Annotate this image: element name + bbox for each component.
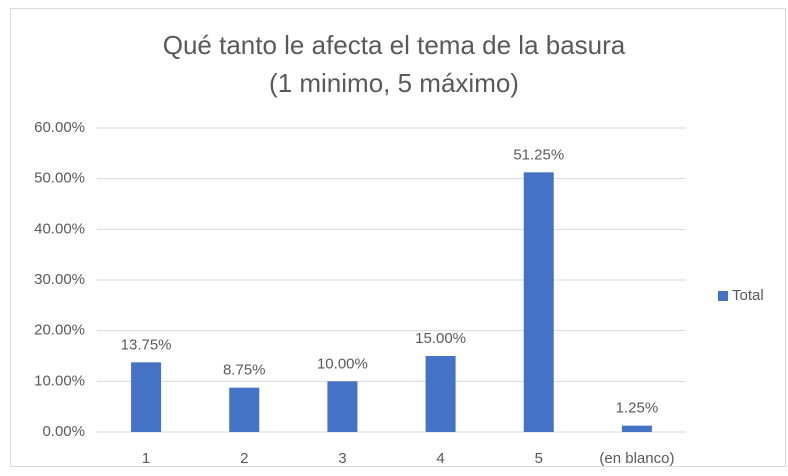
bar [131,362,162,432]
legend-label: Total [732,287,764,304]
bar [229,387,260,432]
legend-swatch [718,291,728,301]
x-tick-label: 1 [142,450,150,467]
x-tick-label: (en blanco) [599,450,674,467]
x-tick-label: 3 [338,450,346,467]
y-tick-label: 20.00% [34,322,85,339]
y-tick-label: 0.00% [42,423,85,440]
x-tick-label: 4 [436,450,444,467]
bar [425,356,456,432]
chart-title: Qué tanto le afecta el tema de la basura… [162,30,626,98]
x-tick-label: 5 [535,450,543,467]
data-label: 10.00% [317,355,368,372]
data-label: 1.25% [616,400,659,417]
data-label: 8.75% [223,362,266,379]
y-tick-label: 10.00% [34,372,85,389]
x-tick-label: 2 [240,450,248,467]
data-label: 15.00% [415,330,466,347]
y-tick-label: 60.00% [34,119,85,136]
data-label: 13.75% [121,336,172,353]
bar [327,381,358,432]
bar [523,172,554,433]
y-tick-label: 30.00% [34,271,85,288]
bar [621,425,652,432]
y-tick-label: 40.00% [34,220,85,237]
y-tick-label: 50.00% [34,170,85,187]
data-label: 51.25% [513,146,564,163]
